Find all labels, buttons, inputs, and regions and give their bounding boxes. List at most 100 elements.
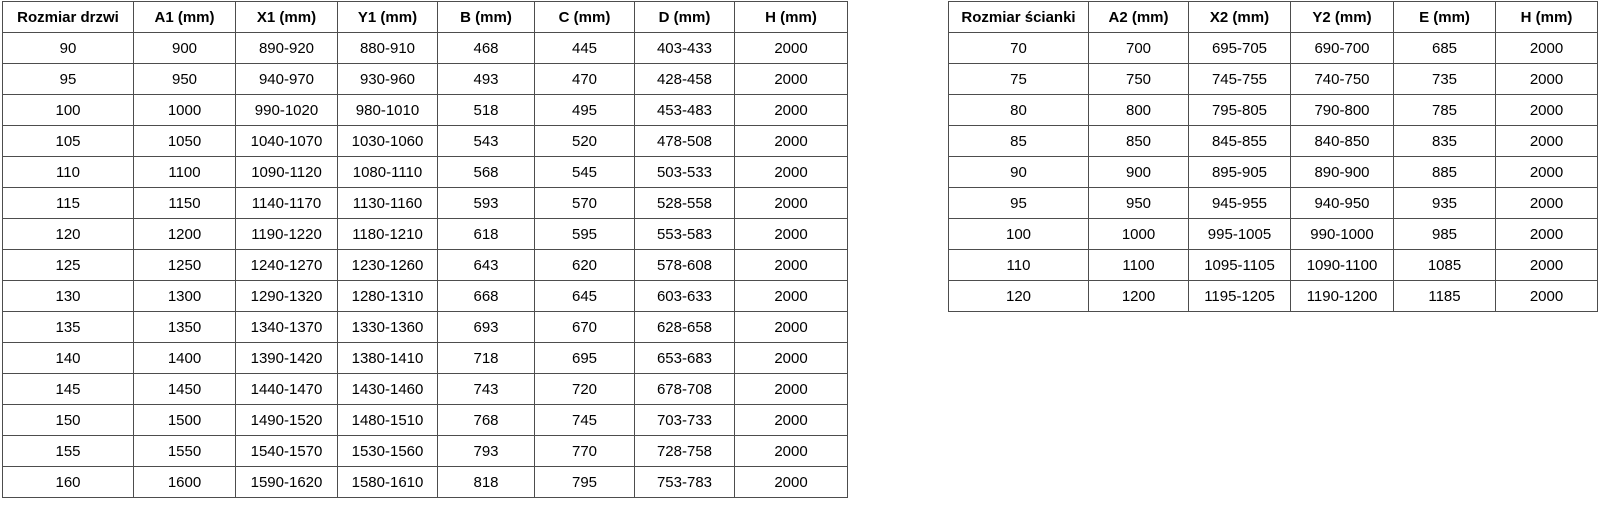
table-cell: 2000 xyxy=(734,404,848,436)
table-cell: 1190-1220 xyxy=(235,218,338,250)
table-cell: 793 xyxy=(437,435,535,467)
table-cell: 2000 xyxy=(1495,218,1598,250)
table-cell: 728-758 xyxy=(634,435,735,467)
column-header: E (mm) xyxy=(1393,1,1496,33)
column-header: A1 (mm) xyxy=(133,1,236,33)
table-cell: 2000 xyxy=(1495,280,1598,312)
table-row: 90 900 895-905 890-900 885 2000 xyxy=(948,156,1598,188)
table-cell: 900 xyxy=(1088,156,1189,188)
table-cell: 840-850 xyxy=(1290,125,1394,157)
table-cell: 1340-1370 xyxy=(235,311,338,343)
table-cell: 1430-1460 xyxy=(337,373,438,405)
table-cell: 620 xyxy=(534,249,635,281)
table-cell: 1040-1070 xyxy=(235,125,338,157)
table-cell: 695-705 xyxy=(1188,32,1291,64)
table-cell: 1550 xyxy=(133,435,236,467)
table-cell: 160 xyxy=(2,466,134,498)
table-cell: 1090-1120 xyxy=(235,156,338,188)
table-cell: 1190-1200 xyxy=(1290,280,1394,312)
table-cell: 70 xyxy=(948,32,1089,64)
table-cell: 428-458 xyxy=(634,63,735,95)
table-cell: 690-700 xyxy=(1290,32,1394,64)
table-cell: 1540-1570 xyxy=(235,435,338,467)
table-cell: 2000 xyxy=(1495,125,1598,157)
table-cell: 80 xyxy=(948,94,1089,126)
table-row: 110 1100 1095-1105 1090-1100 1085 2000 xyxy=(948,249,1598,281)
table-cell: 693 xyxy=(437,311,535,343)
table-cell: 2000 xyxy=(734,94,848,126)
table-cell: 628-658 xyxy=(634,311,735,343)
table-cell: 753-783 xyxy=(634,466,735,498)
table-cell: 545 xyxy=(534,156,635,188)
header-row: Rozmiar ścianki A2 (mm) X2 (mm) Y2 (mm) E (m… xyxy=(948,1,1598,33)
table-cell: 110 xyxy=(948,249,1089,281)
table-row: 95 950 940-970 930-960 493 470 428-458 2000 xyxy=(2,63,848,95)
table-row: 120 1200 1195-1205 1190-1200 1185 2000 xyxy=(948,280,1598,312)
table-row: 160 1600 1590-1620 1580-1610 818 795 753-783 20… xyxy=(2,466,848,498)
table-cell: 1090-1100 xyxy=(1290,249,1394,281)
table-cell: 750 xyxy=(1088,63,1189,95)
table-cell: 800 xyxy=(1088,94,1189,126)
table-row: 115 1150 1140-1170 1130-1160 593 570 528-558 20… xyxy=(2,187,848,219)
table-cell: 1180-1210 xyxy=(337,218,438,250)
column-header: X1 (mm) xyxy=(235,1,338,33)
table-cell: 95 xyxy=(2,63,134,95)
table-row: 105 1050 1040-1070 1030-1060 543 520 478-508 20… xyxy=(2,125,848,157)
table-cell: 818 xyxy=(437,466,535,498)
table-cell: 685 xyxy=(1393,32,1496,64)
table-cell: 880-910 xyxy=(337,32,438,64)
table-cell: 478-508 xyxy=(634,125,735,157)
table-cell: 670 xyxy=(534,311,635,343)
table-cell: 100 xyxy=(948,218,1089,250)
table-cell: 105 xyxy=(2,125,134,157)
table-cell: 1030-1060 xyxy=(337,125,438,157)
table-cell: 130 xyxy=(2,280,134,312)
table-cell: 950 xyxy=(133,63,236,95)
table-cell: 2000 xyxy=(734,187,848,219)
table-cell: 1140-1170 xyxy=(235,187,338,219)
column-header: B (mm) xyxy=(437,1,535,33)
table-cell: 1095-1105 xyxy=(1188,249,1291,281)
table-cell: 1085 xyxy=(1393,249,1496,281)
table-row: 95 950 945-955 940-950 935 2000 xyxy=(948,187,1598,219)
table-cell: 2000 xyxy=(734,342,848,374)
table-cell: 745-755 xyxy=(1188,63,1291,95)
table-cell: 895-905 xyxy=(1188,156,1291,188)
table-cell: 770 xyxy=(534,435,635,467)
table-cell: 950 xyxy=(1088,187,1189,219)
table-cell: 2000 xyxy=(734,218,848,250)
table-cell: 1390-1420 xyxy=(235,342,338,374)
table-cell: 1480-1510 xyxy=(337,404,438,436)
table-cell: 1150 xyxy=(133,187,236,219)
table-cell: 2000 xyxy=(1495,156,1598,188)
table-cell: 150 xyxy=(2,404,134,436)
table-cell: 678-708 xyxy=(634,373,735,405)
table-cell: 2000 xyxy=(734,373,848,405)
table-cell: 1590-1620 xyxy=(235,466,338,498)
table-cell: 785 xyxy=(1393,94,1496,126)
table-cell: 528-558 xyxy=(634,187,735,219)
table-row: 90 900 890-920 880-910 468 445 403-433 2000 xyxy=(2,32,848,64)
table-cell: 1185 xyxy=(1393,280,1496,312)
table-cell: 470 xyxy=(534,63,635,95)
table-cell: 2000 xyxy=(1495,249,1598,281)
table-cell: 468 xyxy=(437,32,535,64)
table-cell: 790-800 xyxy=(1290,94,1394,126)
table-cell: 1130-1160 xyxy=(337,187,438,219)
table-cell: 618 xyxy=(437,218,535,250)
header-row: Rozmiar drzwi A1 (mm) X1 (mm) Y1 (mm) B (mm)… xyxy=(2,1,848,33)
table-cell: 718 xyxy=(437,342,535,374)
table-cell: 2000 xyxy=(734,249,848,281)
table-cell: 653-683 xyxy=(634,342,735,374)
table-row: 100 1000 990-1020 980-1010 518 495 453-483 2000 xyxy=(2,94,848,126)
table-row: 120 1200 1190-1220 1180-1210 618 595 553-583 20… xyxy=(2,218,848,250)
column-header: D (mm) xyxy=(634,1,735,33)
table-cell: 890-900 xyxy=(1290,156,1394,188)
table-cell: 603-633 xyxy=(634,280,735,312)
table-cell: 155 xyxy=(2,435,134,467)
column-header: Rozmiar ścianki xyxy=(948,1,1089,33)
table-cell: 985 xyxy=(1393,218,1496,250)
table-cell: 90 xyxy=(2,32,134,64)
table-cell: 110 xyxy=(2,156,134,188)
table-cell: 1580-1610 xyxy=(337,466,438,498)
